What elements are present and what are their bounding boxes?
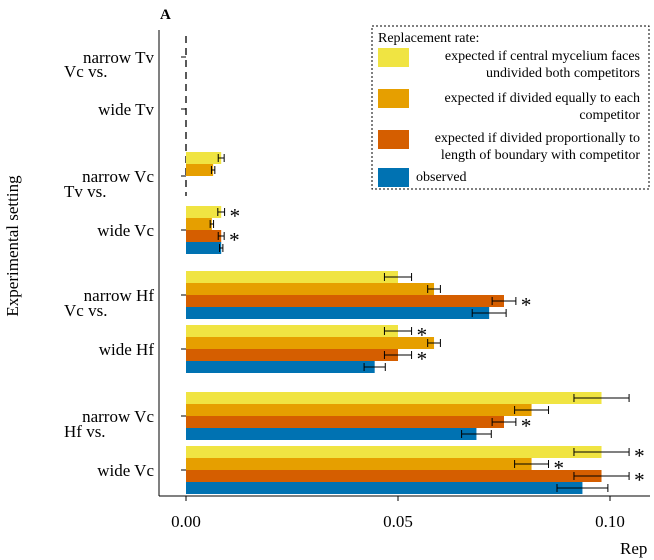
legend-label: competitor (579, 108, 640, 123)
bar (186, 307, 490, 319)
bar (186, 337, 435, 349)
error-bar (217, 154, 225, 162)
significance-star: * (417, 323, 428, 347)
error-bar (514, 460, 550, 468)
bar (186, 164, 214, 176)
bar (186, 283, 435, 295)
bar (186, 446, 602, 458)
significance-star: * (229, 228, 240, 252)
legend-swatch (378, 48, 409, 67)
error-bar (573, 448, 630, 456)
error-bar (427, 285, 441, 293)
y-tick-label: wide Vc (97, 221, 154, 240)
y-axis-title: Experimental setting (3, 175, 22, 317)
error-bar (383, 351, 413, 359)
group-label: Vc vs. (64, 301, 107, 320)
legend-title: Replacement rate: (378, 31, 479, 46)
y-tick-label: narrow Tv (83, 48, 154, 67)
legend-label: observed (416, 170, 467, 185)
bar (186, 428, 477, 440)
significance-star: * (521, 414, 532, 438)
error-bar (573, 472, 630, 480)
error-bar (217, 208, 226, 216)
error-bar (491, 418, 517, 426)
bar (186, 295, 504, 307)
significance-star: * (417, 347, 428, 371)
x-tick-label: 0.10 (595, 512, 625, 531)
bar (186, 206, 222, 218)
error-bar (573, 394, 630, 402)
y-tick-label: narrow Vc (82, 407, 154, 426)
error-bar (491, 297, 517, 305)
bar (186, 230, 222, 242)
y-tick-label: narrow Vc (82, 167, 154, 186)
bar (186, 242, 222, 254)
bar (186, 482, 583, 494)
bar (186, 458, 532, 470)
bar (186, 349, 398, 361)
x-axis-title: Rep (620, 539, 647, 558)
error-bar (218, 244, 224, 252)
error-bar (210, 166, 216, 174)
legend-swatch (378, 130, 409, 149)
y-tick-label: wide Tv (98, 100, 154, 119)
group-label: Hf vs. (64, 422, 106, 441)
y-tick-label: wide Hf (99, 340, 155, 359)
bar (186, 218, 212, 230)
legend-swatch (378, 168, 409, 187)
panel-label: A (160, 7, 171, 23)
significance-star: * (230, 204, 241, 228)
significance-star: * (554, 456, 565, 480)
legend-label: undivided both competitors (486, 66, 640, 81)
error-bar (427, 339, 441, 347)
group-label: Vc vs. (64, 62, 107, 81)
error-bar (209, 220, 215, 228)
y-tick-label: narrow Hf (84, 286, 155, 305)
error-bar (461, 430, 492, 438)
y-tick-label: wide Vc (97, 461, 154, 480)
error-bar (383, 273, 413, 281)
bar (186, 470, 602, 482)
error-bar (383, 327, 413, 335)
legend-label: expected if divided proportionally to (435, 131, 640, 146)
significance-star: * (634, 468, 645, 492)
x-tick-label: 0.05 (383, 512, 413, 531)
legend-box (371, 25, 650, 190)
significance-star: * (634, 444, 645, 468)
legend-label: length of boundary with competitor (441, 148, 640, 163)
x-tick-label: 0.00 (171, 512, 201, 531)
legend-label: expected if divided equally to each (444, 91, 640, 106)
bar (186, 392, 602, 404)
bar (186, 271, 398, 283)
bar (186, 404, 532, 416)
error-bar (471, 309, 507, 317)
significance-star: * (521, 293, 532, 317)
legend: Replacement rate: expected if central myc… (371, 25, 650, 190)
group-label: Tv vs. (64, 182, 107, 201)
bar (186, 361, 375, 373)
error-bar (556, 484, 609, 492)
legend-swatch (378, 89, 409, 108)
error-bar (363, 363, 386, 371)
legend-label: expected if central mycelium faces (445, 49, 640, 64)
error-bar (514, 406, 550, 414)
bar (186, 152, 222, 164)
bar (186, 416, 504, 428)
error-bar (217, 232, 225, 240)
bar (186, 325, 398, 337)
